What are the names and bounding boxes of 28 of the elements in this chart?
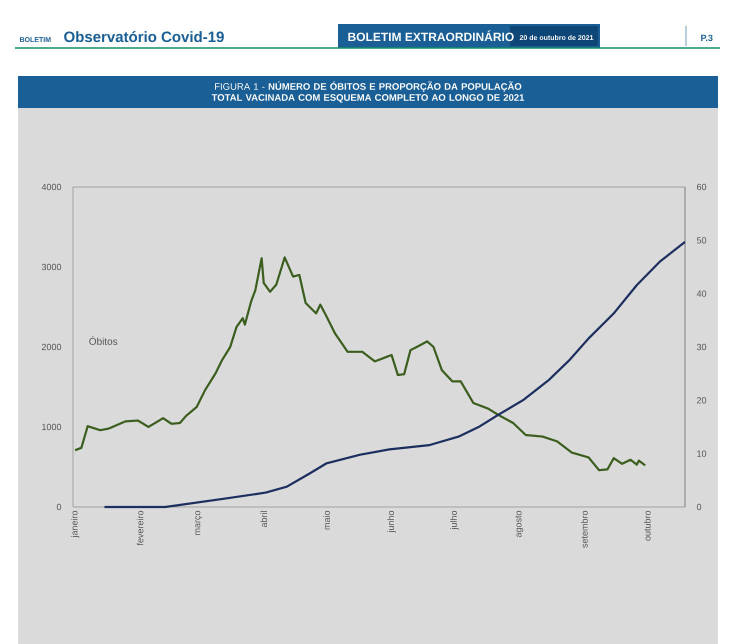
y-tick-label: 0 — [56, 504, 62, 510]
y2-tick-label: 20 — [696, 397, 706, 404]
y2-tick-label: 10 — [697, 450, 706, 457]
y-tick-label: 2000 — [42, 344, 62, 350]
text: P.3 — [701, 34, 713, 42]
text: BOLETIM EXTRAORDINÁRIO — [348, 30, 514, 42]
line-series — [74, 256, 646, 472]
y-tick-label: 4000 — [42, 184, 62, 190]
y-tick-label: 1000 — [42, 424, 62, 430]
y2-tick-label: 0 — [696, 504, 702, 510]
chart-title: FIGURA 1 - NÚMERO DE ÓBITOS E PROPORÇÃO DA POPULAÇÃO TOTAL VACINADA COM ESQUEMA COMPLETO AO LONGO DE 2021 — [212, 81, 524, 103]
x-tick-label: maio — [323, 510, 330, 530]
x-tick-label: junho — [387, 510, 396, 533]
y2-tick-label: 50 — [696, 237, 706, 244]
x-tick-label: outubro — [644, 510, 651, 541]
x-tick-label: janeiro — [70, 510, 80, 538]
y-tick-label: 3000 — [42, 264, 62, 270]
y2-tick-label: 30 — [696, 344, 706, 350]
x-tick-label: setembro — [581, 510, 588, 548]
y2-tick-label: 40 — [696, 290, 706, 297]
x-tick-label: abril — [260, 511, 268, 528]
text: Observatório Covid-19 — [64, 30, 224, 42]
x-tick-label: julho — [450, 510, 459, 530]
x-tick-label: fevereiro — [136, 510, 144, 546]
y2-tick-label: 60 — [696, 184, 706, 190]
text: Óbitos — [89, 336, 118, 345]
x-tick-label: março — [195, 510, 202, 535]
x-tick-label: agosto — [516, 510, 524, 538]
